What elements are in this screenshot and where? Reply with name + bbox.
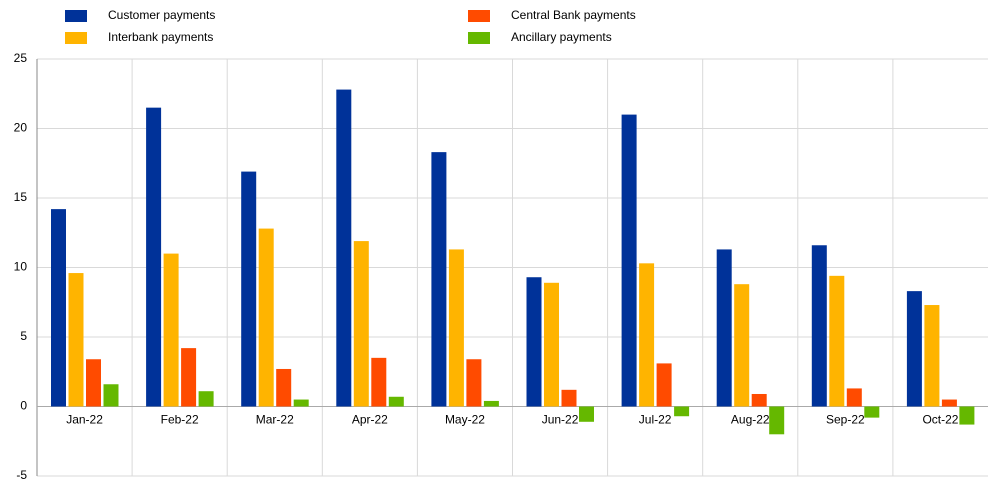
y-tick-label: 20 bbox=[14, 121, 28, 135]
bar bbox=[258, 228, 274, 407]
legend-label: Customer payments bbox=[108, 8, 215, 22]
y-tick-label: 5 bbox=[20, 329, 27, 343]
legend-swatch bbox=[65, 10, 87, 22]
bar bbox=[353, 241, 369, 407]
y-tick-label: 25 bbox=[14, 51, 28, 65]
bar bbox=[466, 359, 482, 407]
y-tick-label: 0 bbox=[20, 399, 27, 413]
bar bbox=[371, 357, 387, 407]
bar bbox=[448, 249, 464, 407]
bar bbox=[906, 291, 922, 407]
x-tick-label: Apr-22 bbox=[352, 413, 388, 427]
bar bbox=[656, 363, 672, 407]
y-tick-label: 15 bbox=[14, 190, 28, 204]
legend-swatch bbox=[65, 32, 87, 44]
x-tick-label: Feb-22 bbox=[161, 413, 199, 427]
legend-label: Central Bank payments bbox=[511, 8, 636, 22]
bar bbox=[829, 275, 845, 407]
y-tick-label: -5 bbox=[16, 468, 27, 479]
bar bbox=[674, 406, 690, 417]
x-tick-label: Jul-22 bbox=[639, 413, 672, 427]
y-tick-label: 10 bbox=[14, 260, 28, 274]
x-tick-label: Jun-22 bbox=[542, 413, 579, 427]
legend-label: Ancillary payments bbox=[511, 30, 612, 44]
bar bbox=[544, 282, 559, 407]
bar bbox=[181, 348, 197, 407]
bar bbox=[146, 107, 162, 407]
bar bbox=[293, 399, 309, 407]
x-tick-label: May-22 bbox=[445, 413, 485, 427]
bar bbox=[621, 114, 637, 407]
bar bbox=[241, 171, 257, 407]
bar bbox=[734, 284, 750, 407]
bar bbox=[388, 396, 404, 407]
bar bbox=[276, 368, 292, 407]
bar bbox=[51, 209, 66, 407]
bar bbox=[561, 389, 577, 407]
bar bbox=[86, 359, 101, 407]
bar bbox=[811, 245, 827, 407]
legend-swatch bbox=[468, 10, 490, 22]
legend-swatch bbox=[468, 32, 490, 44]
bar bbox=[639, 263, 655, 407]
bar bbox=[769, 406, 785, 435]
bar bbox=[68, 273, 84, 407]
bar bbox=[716, 249, 732, 407]
bar bbox=[579, 406, 594, 422]
bar bbox=[431, 152, 447, 407]
bar bbox=[959, 406, 975, 425]
bar bbox=[198, 391, 214, 407]
x-tick-label: Mar-22 bbox=[256, 413, 294, 427]
x-tick-label: Jan-22 bbox=[66, 413, 103, 427]
bar bbox=[483, 400, 499, 407]
x-tick-label: Oct-22 bbox=[922, 413, 958, 427]
bar bbox=[163, 253, 179, 407]
bar bbox=[526, 277, 542, 407]
bar bbox=[924, 305, 940, 407]
bar bbox=[941, 399, 957, 407]
bar bbox=[864, 406, 880, 418]
legend-label: Interbank payments bbox=[108, 30, 213, 44]
bar bbox=[846, 388, 862, 407]
x-tick-label: Aug-22 bbox=[731, 413, 770, 427]
bar bbox=[336, 89, 352, 407]
bar bbox=[751, 393, 767, 407]
bar bbox=[103, 384, 119, 407]
x-tick-label: Sep-22 bbox=[826, 413, 865, 427]
